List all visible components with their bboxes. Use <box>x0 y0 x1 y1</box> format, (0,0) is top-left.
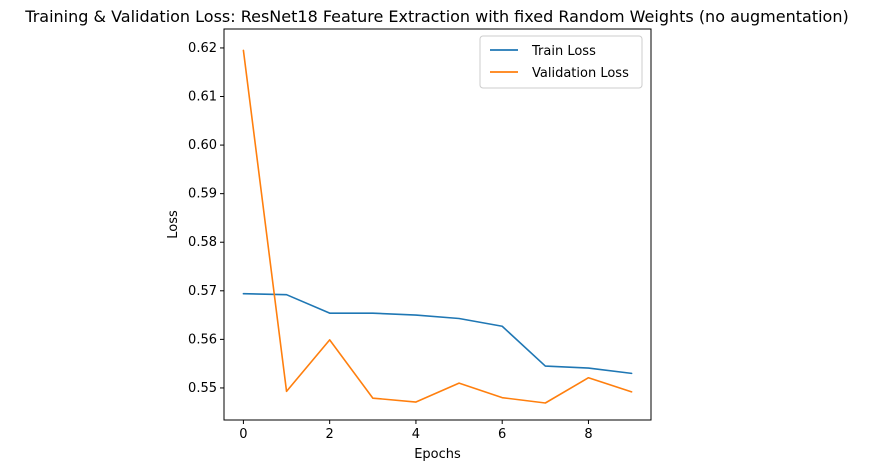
x-tick-label: 8 <box>584 427 592 442</box>
y-tick-label: 0.61 <box>188 90 217 105</box>
data-point <box>286 390 288 392</box>
plot-area <box>223 28 652 421</box>
x-tick-label: 4 <box>412 427 420 442</box>
x-tick-label: 6 <box>498 427 506 442</box>
data-point <box>242 49 244 51</box>
data-point <box>372 397 374 399</box>
data-point <box>286 294 288 296</box>
legend-box <box>479 35 643 89</box>
y-tick-label: 0.57 <box>188 284 217 299</box>
data-point <box>415 314 417 316</box>
data-point <box>544 365 546 367</box>
data-point <box>501 325 503 327</box>
x-tick-label: 2 <box>326 427 334 442</box>
chart-title: Training & Validation Loss: ResNet18 Fea… <box>24 7 848 26</box>
data-point <box>631 372 633 374</box>
legend-label-0: Train Loss <box>531 44 596 59</box>
series-line-1 <box>242 49 633 404</box>
data-point <box>458 382 460 384</box>
x-axis-label: Epochs <box>414 447 461 462</box>
data-point <box>501 397 503 399</box>
data-point <box>415 401 417 403</box>
data-point <box>329 312 331 314</box>
y-axis-label: Loss <box>166 210 181 239</box>
y-tick-label: 0.55 <box>188 381 217 396</box>
data-point <box>242 293 244 295</box>
data-point <box>329 339 331 341</box>
y-tick-label: 0.62 <box>188 41 217 56</box>
data-point <box>587 377 589 379</box>
data-point <box>458 317 460 319</box>
data-point <box>372 312 374 314</box>
y-tick-label: 0.59 <box>188 187 217 202</box>
data-point <box>544 402 546 404</box>
x-tick-label: 0 <box>239 427 247 442</box>
series-line-0 <box>242 292 633 375</box>
y-tick-label: 0.56 <box>188 332 217 347</box>
legend-label-1: Validation Loss <box>532 66 629 81</box>
data-point <box>631 391 633 393</box>
y-tick-label: 0.60 <box>188 138 217 153</box>
y-tick-label: 0.58 <box>188 235 217 250</box>
data-point <box>587 367 589 369</box>
